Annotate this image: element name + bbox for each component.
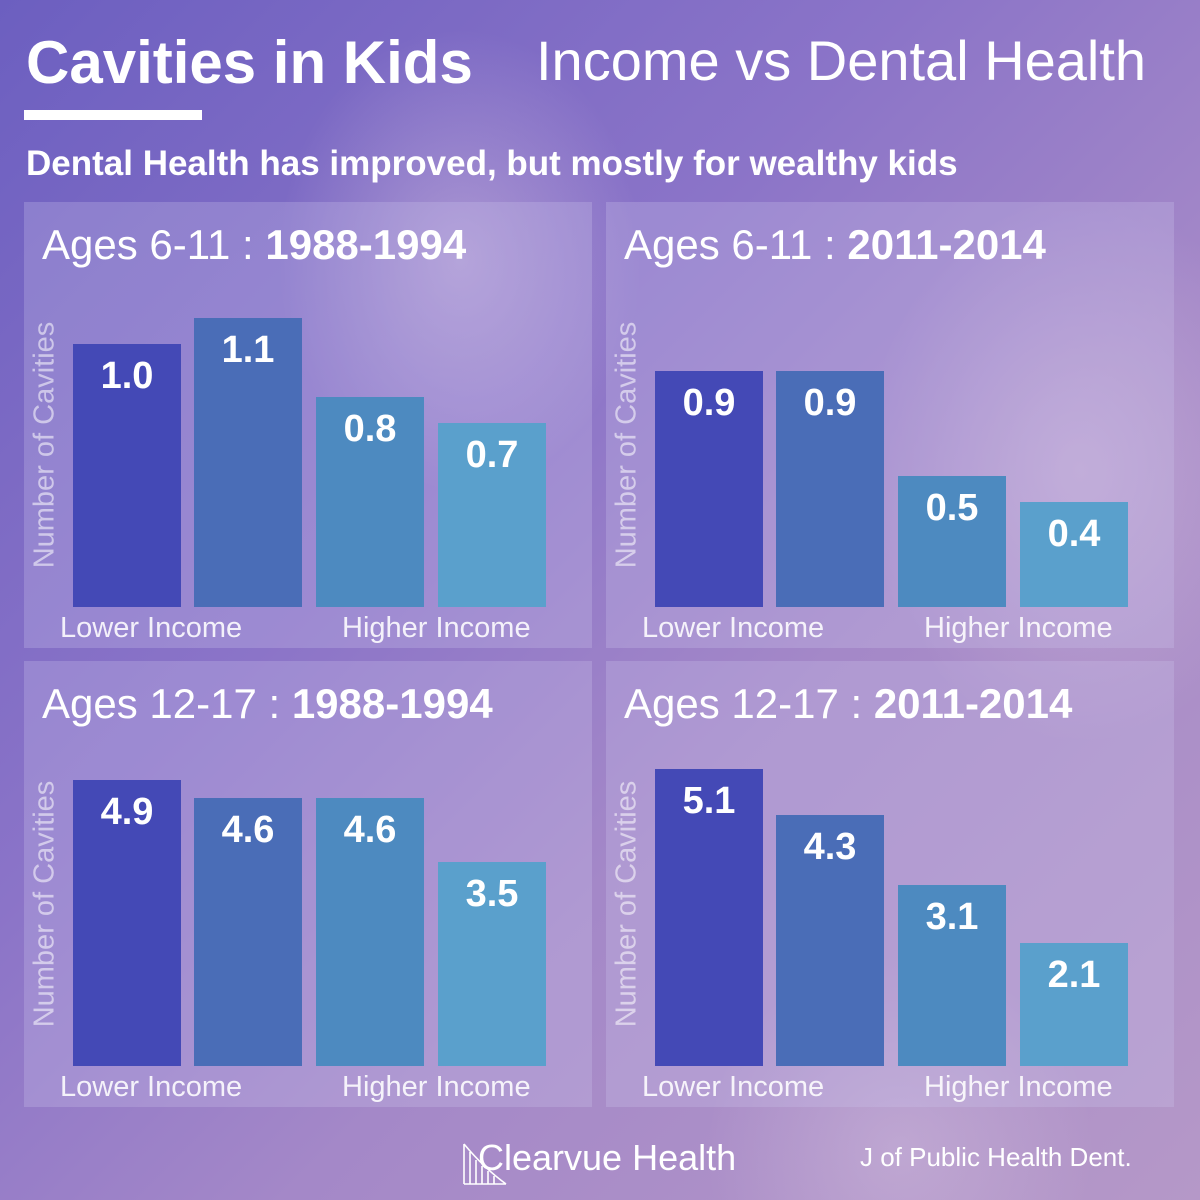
chart-title-ages: Ages 12-17 : [624, 680, 874, 727]
bar-value-label: 3.5 [465, 873, 519, 915]
header-right-title: Income vs Dental Health [536, 29, 1147, 92]
chart-panel: Ages 12-17 : 1988-1994 Number of Cavities… [24, 661, 592, 1107]
bar: 0.5 [898, 476, 1006, 607]
bar-value-label: 5.1 [682, 780, 736, 822]
bar-value-label: 0.9 [682, 382, 736, 424]
x-axis-label-lower-income: Lower Income [60, 612, 243, 644]
chart-panel: Ages 12-17 : 2011-2014 Number of Cavities… [606, 661, 1174, 1107]
bar: 0.4 [1020, 502, 1128, 607]
bar: 1.0 [73, 344, 181, 607]
bar-value-label: 4.6 [221, 809, 275, 851]
x-axis-label-higher-income: Higher Income [924, 1071, 1113, 1103]
bar-value-label: 4.6 [343, 809, 397, 851]
page-title: Cavities in Kids [26, 29, 473, 96]
bar: 3.1 [898, 885, 1006, 1066]
chart-panel: Ages 6-11 : 1988-1994 Number of Cavities 1… [24, 202, 592, 648]
bar-value-label: 4.3 [803, 826, 857, 868]
y-axis-label-text: Number of Cavities [610, 780, 643, 1028]
bar-value-label: 0.9 [803, 382, 857, 424]
x-axis-label-lower-income: Lower Income [60, 1071, 243, 1103]
bar-value-label: 0.4 [1047, 513, 1101, 555]
title-underline [24, 110, 202, 120]
bar: 2.1 [1020, 943, 1128, 1066]
x-axis-label-lower-income: Lower Income [642, 1071, 825, 1103]
y-axis-label: Number of Cavities [28, 761, 61, 1047]
y-axis-label: Number of Cavities [28, 302, 61, 588]
bar: 0.7 [438, 423, 546, 607]
bar: 1.1 [194, 318, 302, 607]
bar-value-label: 4.9 [100, 791, 154, 833]
x-axis-label-higher-income: Higher Income [342, 1071, 531, 1103]
chart-title-ages: Ages 6-11 : [42, 221, 266, 268]
chart-panel: Ages 6-11 : 2011-2014 Number of Cavities 0… [606, 202, 1174, 648]
bar: 3.5 [438, 862, 546, 1066]
chart-title-years: 1988-1994 [291, 680, 493, 727]
bar: 4.6 [194, 798, 302, 1066]
y-axis-label-text: Number of Cavities [28, 321, 61, 569]
chart-title: Ages 12-17 : 1988-1994 [42, 679, 493, 729]
bar: 4.3 [776, 815, 884, 1066]
chart-title: Ages 6-11 : 1988-1994 [42, 220, 466, 270]
bar: 0.9 [776, 371, 884, 607]
brand-name: Clearvue Health [478, 1137, 737, 1178]
bar-value-label: 0.7 [465, 434, 519, 476]
x-axis-label-higher-income: Higher Income [924, 612, 1113, 644]
chart-title-ages: Ages 12-17 : [42, 680, 292, 727]
chart-title: Ages 12-17 : 2011-2014 [624, 679, 1072, 729]
chart-title-years: 2011-2014 [873, 680, 1073, 727]
logo-icon [463, 1143, 507, 1185]
bar-value-label: 0.8 [343, 408, 397, 450]
chart-title-years: 1988-1994 [265, 221, 467, 268]
y-axis-label-text: Number of Cavities [610, 321, 643, 569]
x-axis-label-higher-income: Higher Income [342, 612, 531, 644]
bar-value-label: 3.1 [925, 896, 979, 938]
bar-value-label: 1.1 [221, 329, 275, 371]
y-axis-label: Number of Cavities [610, 761, 643, 1047]
chart-title-ages: Ages 6-11 : [624, 221, 848, 268]
bar: 0.8 [316, 397, 424, 607]
bar: 0.9 [655, 371, 763, 607]
x-axis-label-lower-income: Lower Income [642, 612, 825, 644]
chart-title: Ages 6-11 : 2011-2014 [624, 220, 1046, 270]
y-axis-label-text: Number of Cavities [28, 780, 61, 1028]
y-axis-label: Number of Cavities [610, 302, 643, 588]
subtitle: Dental Health has improved, but mostly f… [26, 144, 958, 183]
bar: 4.9 [73, 780, 181, 1066]
bar-value-label: 1.0 [100, 355, 154, 397]
source-citation: J of Public Health Dent. [860, 1142, 1132, 1172]
bar-value-label: 2.1 [1047, 954, 1101, 996]
bar: 5.1 [655, 769, 763, 1066]
bar-value-label: 0.5 [925, 487, 979, 529]
chart-title-years: 2011-2014 [847, 221, 1046, 268]
bar: 4.6 [316, 798, 424, 1066]
